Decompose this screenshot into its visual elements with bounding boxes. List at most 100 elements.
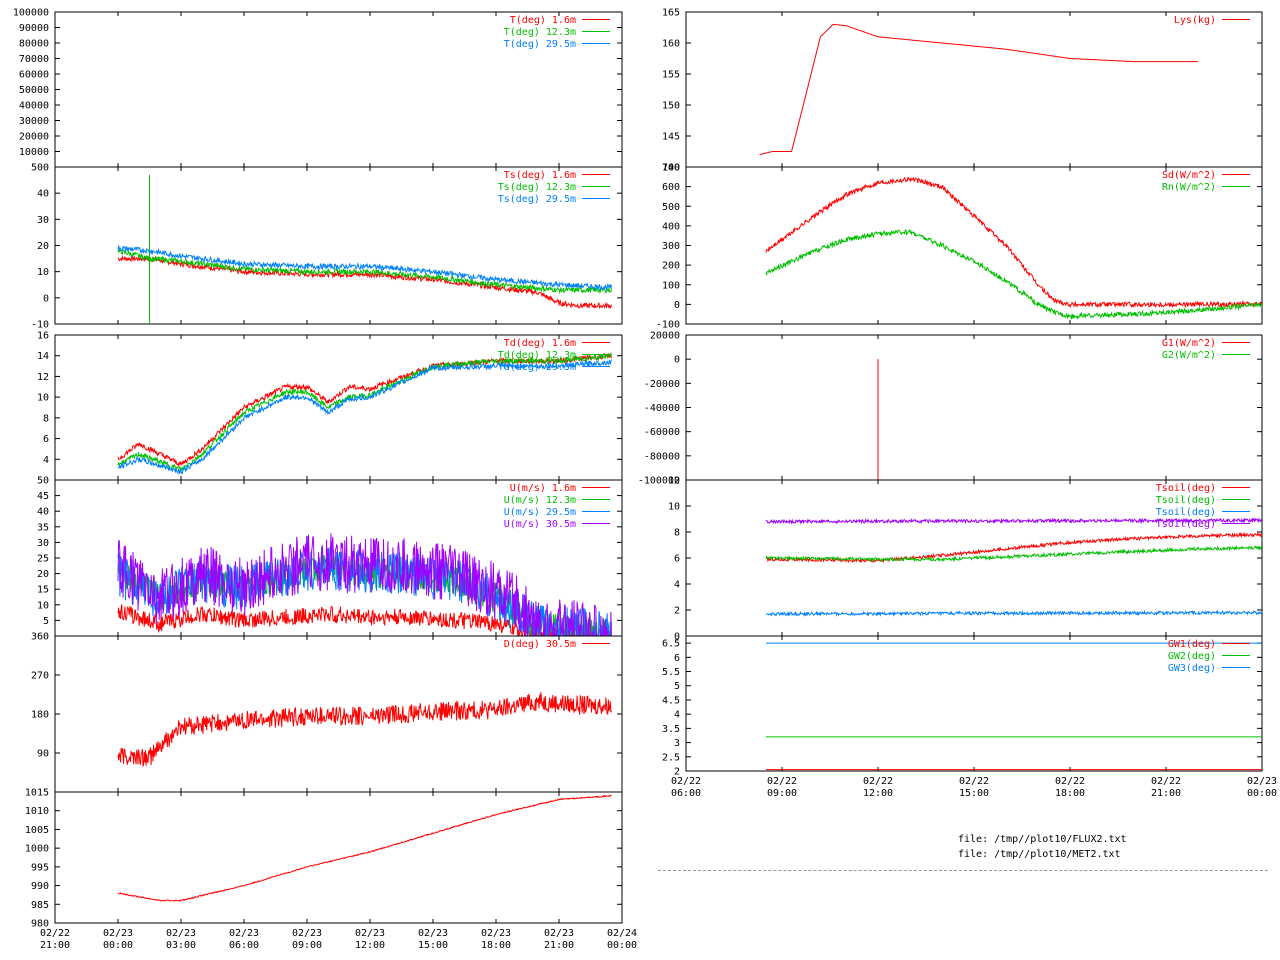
soil-temp-legend-label: Tsoil(deg): [1156, 483, 1216, 494]
dewpoint-ytick-label: 8: [43, 413, 49, 424]
ground-flux-ytick-label: -80000: [644, 451, 680, 462]
wind-speed-legend-label: U(m/s) 12.3m: [504, 495, 576, 506]
lys-ytick-label: 165: [662, 8, 680, 19]
pressure-xtick-label: 02/22: [40, 928, 70, 939]
wind-speed-chart: 50 45 40 35 30 25 20 15 10 5 U(m/s) 1.6mU(m/s) 12.…: [37, 476, 623, 637]
pressure-xtick-label-time: 21:00: [40, 940, 70, 951]
air-temp-ytick-label: 100000: [13, 8, 49, 19]
soil-temp-ytick-label: 12: [668, 476, 680, 487]
dewpoint-ytick-label: 6: [43, 434, 49, 445]
soil-temp-legend-label: Tsoil(deg): [1156, 495, 1216, 506]
wind-speed-ytick-label: 10: [37, 600, 49, 611]
pressure-xtick-label-time: 21:00: [544, 940, 574, 951]
pressure-ytick-label: 980: [31, 919, 49, 930]
pressure-xtick-label: 02/24: [607, 928, 637, 939]
soil-temp-ytick-label: 10: [668, 502, 680, 513]
lys-ytick-label: 140: [662, 163, 680, 174]
wind-speed-ytick-label: 40: [37, 507, 49, 518]
groundwater-xtick-label-time: 18:00: [1055, 788, 1085, 799]
ground-flux-ytick-label: -20000: [644, 379, 680, 390]
groundwater-ytick-label: 5: [674, 681, 680, 692]
pressure-xtick-label-time: 00:00: [607, 940, 637, 951]
wind-speed-ytick-label: 35: [37, 522, 49, 533]
radiation-legend-label: Rn(W/m^2): [1162, 182, 1216, 193]
air-temp-ytick-label: 30000: [19, 116, 49, 127]
radiation-chart: 700 600 500 400 300 200 100 0 -100 Sd(W/m^2)Rn(W/…: [656, 163, 1263, 331]
groundwater-ytick-label: 5.5: [662, 667, 680, 678]
wind-speed-ytick-label: 30: [37, 538, 49, 549]
groundwater-ytick-label: 6.5: [662, 639, 680, 650]
groundwater-xtick-label: 02/22: [671, 776, 701, 787]
groundwater-ytick-label: 2.5: [662, 752, 680, 763]
groundwater-xtick-label-time: 12:00: [863, 788, 893, 799]
air-temp-ytick-label: 50000: [19, 85, 49, 96]
groundwater-xtick-label-time: 09:00: [767, 788, 797, 799]
surface-temp-ytick-label: 20: [37, 241, 49, 252]
wind-dir-ytick-label: 90: [37, 749, 49, 760]
air-temp-ytick-label: 20000: [19, 132, 49, 143]
soil-temp-legend-label: Tsoil(deg): [1156, 507, 1216, 518]
groundwater-xtick-label: 02/22: [959, 776, 989, 787]
groundwater-xtick-label-time: 21:00: [1151, 788, 1181, 799]
soil-temp-ytick-label: 8: [674, 528, 680, 539]
lys-ytick-label: 160: [662, 39, 680, 50]
surface-temp-legend-label: Ts(deg) 12.3m: [498, 182, 576, 193]
radiation-series-line: [765, 176, 1262, 309]
groundwater-ytick-label: 4.5: [662, 695, 680, 706]
pressure-xtick-label-time: 03:00: [166, 940, 196, 951]
air-temp-ytick-label: 90000: [19, 23, 49, 34]
surface-temp-series-line: [117, 254, 612, 309]
wind-speed-legend-label: U(m/s) 30.5m: [504, 519, 576, 530]
lys-ytick-label: 150: [662, 101, 680, 112]
pressure-xtick-label-time: 18:00: [481, 940, 511, 951]
air-temp-ytick-label: 40000: [19, 101, 49, 112]
pressure-xtick-label: 02/23: [544, 928, 574, 939]
groundwater-ytick-label: 3: [674, 738, 680, 749]
dewpoint-ytick-label: 12: [37, 372, 49, 383]
surface-temp-ytick-label: 500: [31, 163, 49, 174]
surface-temp-ytick-label: 40: [37, 189, 49, 200]
pressure-ytick-label: 1015: [25, 788, 49, 799]
pressure-xtick-label-time: 15:00: [418, 940, 448, 951]
lys-chart: 165 160 155 150 145 140 Lys(kg): [662, 8, 1263, 174]
ground-flux-ytick-label: -40000: [644, 403, 680, 414]
ground-flux-ytick-label: 20000: [650, 331, 680, 342]
air-temp-ytick-label: 70000: [19, 54, 49, 65]
groundwater-xtick-label: 02/22: [767, 776, 797, 787]
groundwater-xtick-label-time: 06:00: [671, 788, 701, 799]
pressure-xtick-label: 02/23: [481, 928, 511, 939]
radiation-ytick-label: 0: [674, 300, 680, 311]
radiation-legend-label: Sd(W/m^2): [1162, 170, 1216, 181]
pressure-xtick-label: 02/23: [103, 928, 133, 939]
pressure-xtick-label-time: 09:00: [292, 940, 322, 951]
footer-file-met: file: /tmp//plot10/MET2.txt: [958, 849, 1121, 860]
radiation-ytick-label: 500: [662, 202, 680, 213]
wind-speed-ytick-label: 5: [43, 616, 49, 627]
groundwater-ytick-label: 4: [674, 710, 680, 721]
wind-dir-chart: 360 270 180 90 D(deg) 30.5m: [31, 632, 623, 793]
air-temp-legend-label: T(deg) 1.6m: [510, 15, 576, 26]
radiation-ytick-label: -100: [656, 320, 680, 331]
pressure-xtick-label: 02/23: [229, 928, 259, 939]
groundwater-ytick-label: 6: [674, 653, 680, 664]
ground-flux-chart: 20000 0 -20000 -40000 -60000 -80000 -100000 G1(…: [638, 331, 1263, 487]
wind-speed-ytick-label: 50: [37, 476, 49, 487]
groundwater-xtick-label: 02/22: [863, 776, 893, 787]
pressure-ytick-label: 1010: [25, 806, 49, 817]
groundwater-legend-label: GW1(deg): [1168, 639, 1216, 650]
pressure-ytick-label: 1000: [25, 844, 49, 855]
wind-dir-ytick-label: 270: [31, 671, 49, 682]
surface-temp-legend-label: Ts(deg) 29.5m: [498, 194, 576, 205]
soil-temp-ytick-label: 0: [674, 632, 680, 643]
dewpoint-legend-label: Td(deg) 1.6m: [504, 338, 576, 349]
dewpoint-legend-label: Td(deg) 29.5m: [498, 362, 576, 373]
lys-frame: [685, 11, 1263, 168]
radiation-ytick-label: 300: [662, 241, 680, 252]
dewpoint-series-line: [117, 359, 612, 475]
pressure-xtick-label-time: 00:00: [103, 940, 133, 951]
pressure-xtick-label: 02/23: [418, 928, 448, 939]
footer-separator: [658, 870, 1268, 871]
soil-temp-ytick-label: 4: [674, 580, 680, 591]
